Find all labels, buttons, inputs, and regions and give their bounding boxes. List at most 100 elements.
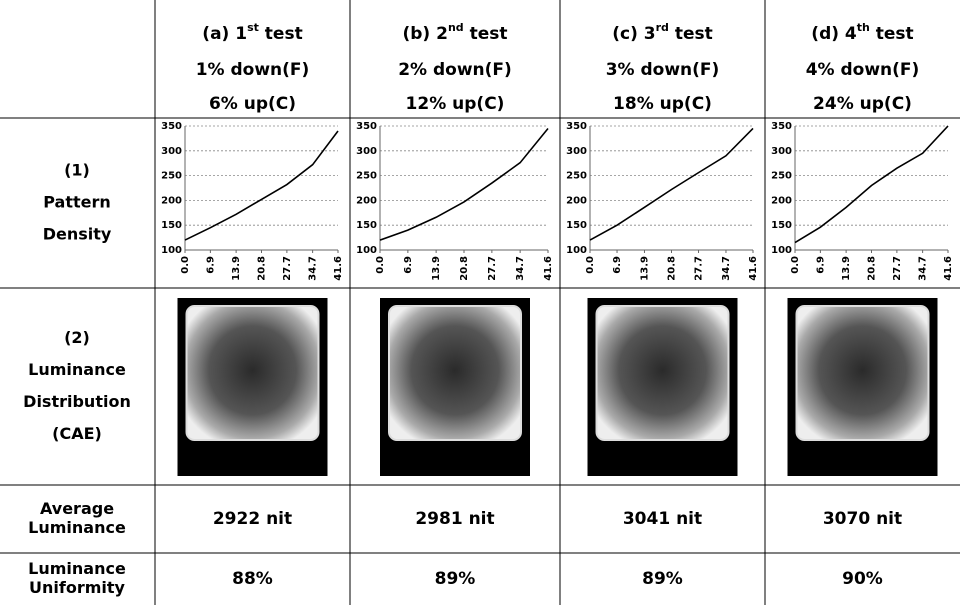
y-tick-label: 250 [356, 171, 377, 182]
x-tick-label: 27.7 [892, 256, 903, 281]
luminance-field [597, 306, 729, 440]
x-tick-label: 0.0 [375, 256, 386, 274]
test-text: (b) 2 [402, 24, 447, 44]
up-label: 12% up(C) [406, 94, 505, 114]
x-tick-label: 34.7 [918, 256, 929, 281]
down-label: 4% down(F) [806, 60, 920, 80]
y-tick-label: 200 [356, 195, 377, 206]
test-text: (a) 1 [202, 24, 247, 44]
x-tick-label: 0.0 [585, 256, 596, 274]
y-tick-label: 250 [566, 171, 587, 182]
average-luminance: 2981 nit [415, 509, 494, 529]
average-luminance: 3041 nit [623, 509, 702, 529]
x-tick-label: 6.9 [403, 256, 414, 274]
test-text: test [669, 24, 713, 44]
row-label: Luminance [28, 559, 126, 578]
data-line [380, 128, 548, 240]
test-title: (a) 1st test [202, 21, 302, 44]
superscript: nd [448, 21, 464, 34]
x-tick-label: 27.7 [282, 256, 293, 281]
row-label: Pattern [43, 193, 111, 212]
x-tick-label: 13.9 [431, 256, 442, 281]
x-tick-label: 41.6 [943, 256, 954, 281]
y-tick-label: 150 [161, 220, 182, 231]
x-tick-label: 27.7 [694, 256, 705, 281]
y-tick-label: 350 [771, 121, 792, 132]
x-tick-label: 20.8 [459, 256, 470, 281]
y-tick-label: 200 [771, 195, 792, 206]
test-title: (b) 2nd test [402, 21, 507, 44]
x-tick-label: 6.9 [815, 256, 826, 274]
x-tick-label: 0.0 [180, 256, 191, 274]
row-label: Distribution [23, 392, 131, 411]
row-label: Average [40, 499, 114, 518]
y-tick-label: 300 [161, 146, 182, 157]
down-label: 3% down(F) [606, 60, 720, 80]
uniformity: 90% [842, 569, 883, 589]
y-tick-label: 350 [161, 121, 182, 132]
down-label: 1% down(F) [196, 60, 310, 80]
y-tick-label: 350 [356, 121, 377, 132]
y-tick-label: 350 [566, 121, 587, 132]
luminance-field [389, 306, 521, 440]
x-tick-label: 0.0 [790, 256, 801, 274]
y-tick-label: 300 [771, 146, 792, 157]
up-label: 24% up(C) [813, 94, 912, 114]
test-text: (c) 3 [612, 24, 655, 44]
x-tick-label: 27.7 [487, 256, 498, 281]
x-tick-label: 34.7 [721, 256, 732, 281]
y-tick-label: 250 [161, 171, 182, 182]
superscript: rd [656, 21, 669, 34]
data-line [590, 128, 753, 240]
test-text: test [870, 24, 914, 44]
average-luminance: 3070 nit [823, 509, 902, 529]
uniformity: 89% [642, 569, 683, 589]
y-tick-label: 300 [566, 146, 587, 157]
y-tick-label: 200 [161, 195, 182, 206]
x-tick-label: 20.8 [257, 256, 268, 281]
test-title: (c) 3rd test [612, 21, 713, 44]
y-tick-label: 250 [771, 171, 792, 182]
superscript: st [247, 21, 259, 34]
row-label: (1) [64, 161, 90, 180]
down-label: 2% down(F) [398, 60, 512, 80]
up-label: 18% up(C) [613, 94, 712, 114]
y-tick-label: 150 [566, 220, 587, 231]
up-label: 6% up(C) [209, 94, 296, 114]
x-tick-label: 13.9 [841, 256, 852, 281]
test-text: (d) 4 [811, 24, 857, 44]
y-tick-label: 100 [771, 245, 792, 256]
x-tick-label: 41.6 [748, 256, 759, 281]
y-tick-label: 150 [356, 220, 377, 231]
row-label: Luminance [28, 360, 126, 379]
data-line [185, 131, 338, 240]
x-tick-label: 20.8 [667, 256, 678, 281]
average-luminance: 2922 nit [213, 509, 292, 529]
row-label: (CAE) [52, 424, 102, 443]
row-label: Uniformity [29, 578, 126, 597]
y-tick-label: 100 [566, 245, 587, 256]
x-tick-label: 6.9 [612, 256, 623, 274]
test-text: test [464, 24, 508, 44]
luminance-field [187, 306, 319, 440]
y-tick-label: 200 [566, 195, 587, 206]
x-tick-label: 13.9 [231, 256, 242, 281]
row-label: Luminance [28, 518, 126, 537]
row-label: (2) [64, 328, 90, 347]
x-tick-label: 34.7 [308, 256, 319, 281]
x-tick-label: 6.9 [205, 256, 216, 274]
superscript: th [857, 21, 870, 34]
luminance-field [797, 306, 929, 440]
comparison-table: (1) Pattern Density (2) Luminance Distributio… [0, 0, 960, 605]
x-tick-label: 20.8 [867, 256, 878, 281]
row-label: Density [43, 225, 112, 244]
test-text: test [259, 24, 303, 44]
y-tick-label: 100 [356, 245, 377, 256]
uniformity: 89% [435, 569, 476, 589]
x-tick-label: 41.6 [333, 256, 344, 281]
y-tick-label: 150 [771, 220, 792, 231]
uniformity: 88% [232, 569, 273, 589]
x-tick-label: 13.9 [639, 256, 650, 281]
test-title: (d) 4th test [811, 21, 913, 44]
x-tick-label: 41.6 [543, 256, 554, 281]
